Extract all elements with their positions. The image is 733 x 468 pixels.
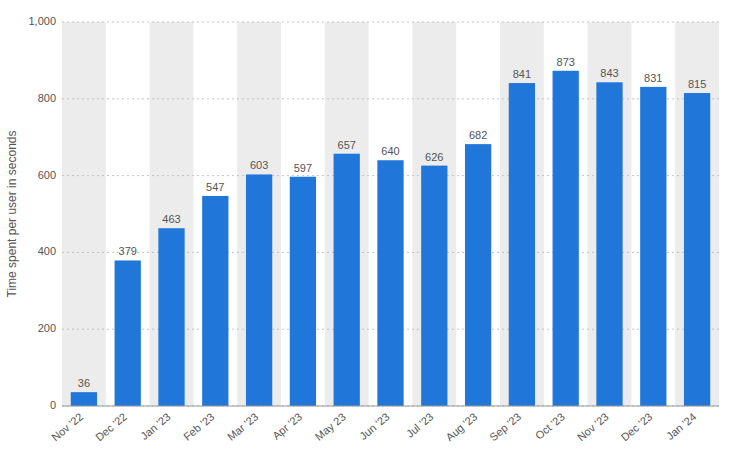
- bar: [158, 228, 184, 406]
- bar: [596, 82, 622, 406]
- bar: [509, 83, 535, 406]
- x-tick-label: Sep '23: [487, 410, 523, 443]
- bar: [421, 166, 447, 406]
- x-tick-label: Apr '23: [270, 410, 304, 441]
- y-tick-label: 200: [38, 322, 56, 334]
- chart: 0 200 400 600 800 1,000 36 379 463 547 603 597 657 64…: [0, 0, 733, 468]
- chart-container: 0 200 400 600 800 1,000 36 379 463 547 603 597 657 64…: [0, 0, 733, 468]
- y-axis-label: Time spent per user in seconds: [5, 131, 19, 298]
- x-tick-label: Dec '23: [619, 410, 655, 443]
- column-band: [62, 22, 106, 406]
- x-tick-label: Jul '23: [404, 410, 436, 439]
- y-tick-label: 600: [38, 169, 56, 181]
- bar: [377, 160, 403, 406]
- bar: [640, 87, 666, 406]
- x-tick-label: Jun '23: [357, 410, 392, 442]
- bar: [115, 260, 141, 406]
- x-tick-label: Feb '23: [181, 410, 217, 443]
- x-tick-label: Mar '23: [225, 410, 261, 443]
- column-bands: [62, 22, 719, 406]
- data-label: 597: [294, 162, 312, 174]
- data-label: 36: [78, 377, 90, 389]
- x-tick-label: Jan '24: [664, 410, 699, 442]
- data-label: 682: [469, 129, 487, 141]
- data-label: 815: [688, 78, 706, 90]
- data-labels: 36 379 463 547 603 597 657 640 626 682 841 873 843 83…: [78, 56, 707, 389]
- bars: [71, 71, 710, 406]
- y-tick-label: 800: [38, 92, 56, 104]
- data-label: 463: [162, 213, 180, 225]
- bar: [334, 154, 360, 406]
- x-axis: Nov '22Dec '22 Jan '23Feb '23Mar '23 Apr '…: [49, 410, 698, 443]
- column-band: [500, 22, 544, 406]
- x-tick-label: Oct '23: [533, 410, 567, 441]
- data-label: 841: [513, 68, 531, 80]
- x-tick-label: Nov '23: [575, 410, 611, 443]
- x-tick-label: Jan '23: [138, 410, 173, 442]
- x-tick-label: Nov '22: [49, 410, 85, 443]
- grid-line: [62, 22, 719, 23]
- x-tick-label: May 23: [313, 410, 348, 442]
- column-band: [412, 22, 456, 406]
- data-label: 379: [119, 245, 137, 257]
- x-axis-line: [62, 406, 719, 407]
- bar: [71, 392, 97, 406]
- y-tick-label: 1,000: [28, 15, 56, 27]
- x-tick-label: Dec '22: [93, 410, 129, 443]
- data-label: 603: [250, 159, 268, 171]
- bar: [553, 71, 579, 406]
- data-label: 831: [644, 72, 662, 84]
- column-band: [237, 22, 281, 406]
- data-label: 640: [381, 145, 399, 157]
- column-band: [675, 22, 719, 406]
- x-tick-label: Aug '23: [443, 410, 479, 443]
- bar: [465, 144, 491, 406]
- y-tick-label: 400: [38, 245, 56, 257]
- data-label: 843: [600, 67, 618, 79]
- y-axis: 0 200 400 600 800 1,000: [28, 15, 719, 411]
- bar: [246, 174, 272, 406]
- column-band: [150, 22, 194, 406]
- data-label: 873: [557, 56, 575, 68]
- bar: [290, 177, 316, 406]
- data-label: 547: [206, 181, 224, 193]
- y-tick-label: 0: [50, 399, 56, 411]
- data-label: 657: [338, 139, 356, 151]
- column-band: [325, 22, 369, 406]
- bar: [202, 196, 228, 406]
- grid-line: [62, 406, 719, 407]
- bar: [684, 93, 710, 406]
- column-band: [588, 22, 632, 406]
- data-label: 626: [425, 151, 443, 163]
